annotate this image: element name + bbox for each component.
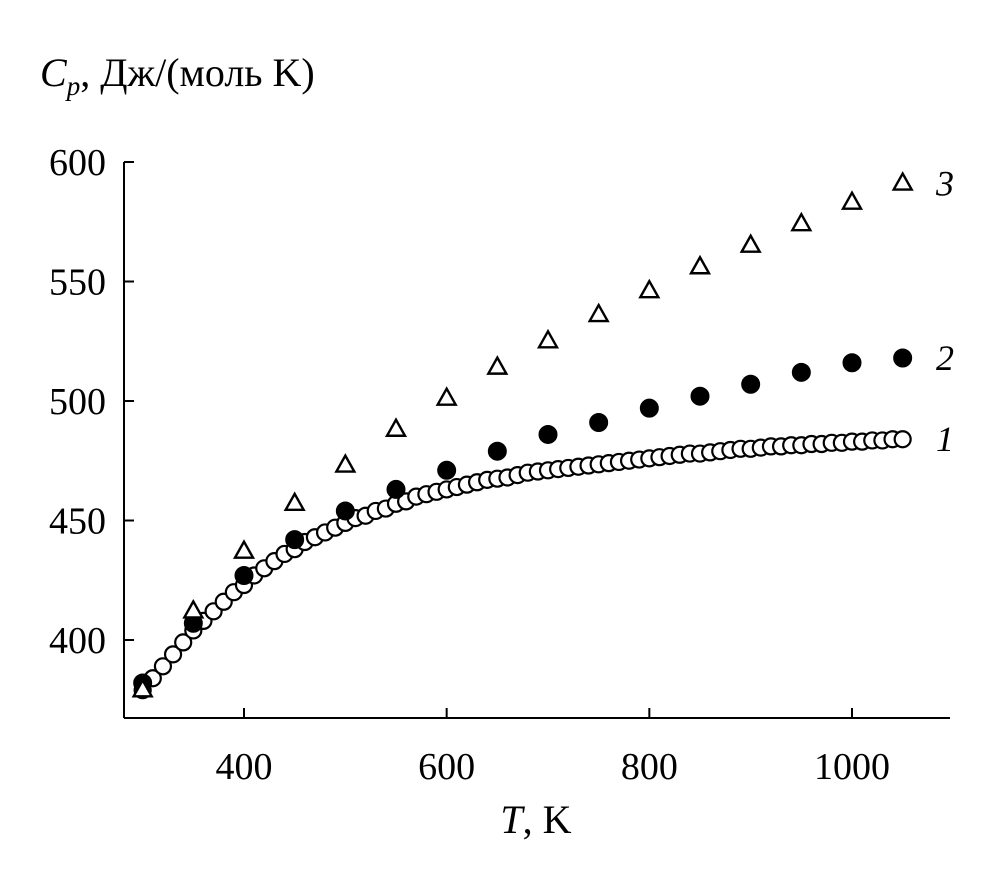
series-3-point xyxy=(840,190,864,210)
y-axis-label: Cp, Дж/(моль K) xyxy=(40,50,315,101)
series-2-point xyxy=(893,348,913,368)
series-1-label: 1 xyxy=(936,419,954,459)
series-2 xyxy=(133,348,913,693)
series-3-point xyxy=(790,211,813,232)
x-axis-unit: , K xyxy=(523,797,572,842)
series-3-point xyxy=(739,233,762,253)
series-1-point xyxy=(163,645,183,664)
y-tick-label: 550 xyxy=(49,262,106,304)
y-axis-unit: , Дж/(моль K) xyxy=(80,50,315,95)
x-tick-label: 600 xyxy=(418,746,475,788)
series-1-point xyxy=(893,430,912,449)
x-axis-label: T, K xyxy=(500,797,571,842)
y-tick-label: 600 xyxy=(49,142,106,184)
series-2-label: 2 xyxy=(936,338,954,378)
series-3-point xyxy=(688,254,712,275)
series-3-point xyxy=(486,355,509,375)
series-3-label: 3 xyxy=(935,164,954,204)
series-1-point xyxy=(153,657,173,676)
series-3-point xyxy=(435,386,458,406)
series-2-point xyxy=(690,386,710,406)
series-3-point xyxy=(283,491,306,512)
y-axis-subscript: p xyxy=(65,71,81,101)
series-3-point xyxy=(334,453,357,473)
series-3-point xyxy=(587,302,610,323)
series-2-point xyxy=(538,424,558,444)
y-axis-symbol: C xyxy=(40,50,68,95)
series-3-point xyxy=(891,171,914,191)
x-axis-symbol: T xyxy=(500,797,525,842)
series-3-point xyxy=(536,328,560,349)
series-2-point xyxy=(335,501,355,521)
x-tick-label: 400 xyxy=(216,746,273,788)
series-2-point xyxy=(487,441,507,461)
series-2-point xyxy=(842,353,862,373)
series-3 xyxy=(131,171,914,698)
series-labels: 1 2 3 xyxy=(935,164,954,460)
series-3-point xyxy=(182,598,205,619)
series-3-point xyxy=(638,278,661,299)
series-1 xyxy=(133,430,912,700)
series-1-point xyxy=(174,633,193,652)
series-2-point xyxy=(589,413,609,433)
y-tick-label: 400 xyxy=(49,620,106,662)
series-3-point xyxy=(384,417,408,437)
series-2-point xyxy=(234,565,254,585)
y-tick-label: 450 xyxy=(49,501,106,543)
series-2-point xyxy=(285,530,305,550)
x-tick-label: 1000 xyxy=(814,746,890,788)
x-tick-label: 800 xyxy=(621,746,678,788)
series-3-point xyxy=(232,539,256,559)
axis-ticks: 400 600 800 1000 400 450 500 550 600 xyxy=(49,142,890,788)
data-points xyxy=(131,171,914,700)
series-2-point xyxy=(741,374,761,394)
series-2-point xyxy=(386,479,406,499)
series-2-point xyxy=(639,398,659,418)
series-2-point xyxy=(791,362,811,382)
series-2-point xyxy=(437,460,457,480)
y-tick-label: 500 xyxy=(49,381,106,423)
series-3-point xyxy=(131,677,154,698)
